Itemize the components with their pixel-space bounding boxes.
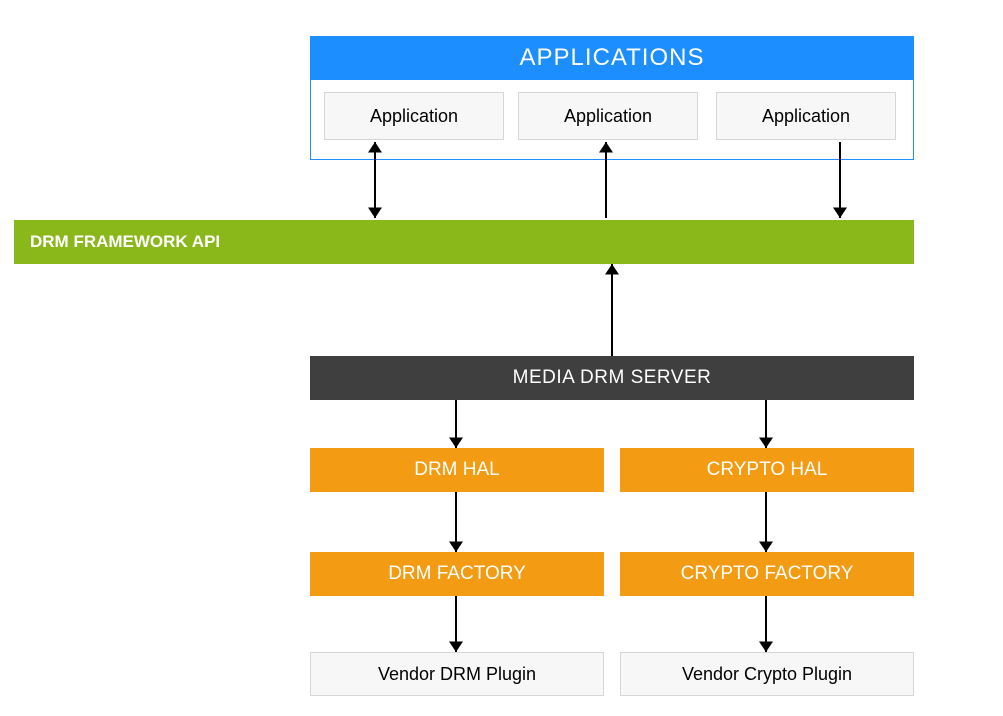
drm-factory-label: DRM FACTORY — [388, 563, 526, 585]
media-drm-server-label: MEDIA DRM SERVER — [513, 367, 712, 389]
drm-factory-box: DRM FACTORY — [310, 552, 604, 596]
application-box-2: Application — [518, 92, 698, 140]
crypto-factory-label: CRYPTO FACTORY — [681, 563, 854, 585]
drm-framework-api-bar: DRM FRAMEWORK API — [14, 220, 914, 264]
media-drm-server-bar: MEDIA DRM SERVER — [310, 356, 914, 400]
vendor-drm-plugin-label: Vendor DRM Plugin — [378, 664, 536, 685]
drm-framework-api-label: DRM FRAMEWORK API — [30, 232, 220, 252]
crypto-factory-box: CRYPTO FACTORY — [620, 552, 914, 596]
application-label-2: Application — [564, 106, 652, 127]
crypto-hal-label: CRYPTO HAL — [707, 459, 828, 481]
application-label-3: Application — [762, 106, 850, 127]
application-box-1: Application — [324, 92, 504, 140]
application-label-1: Application — [370, 106, 458, 127]
applications-header-label: APPLICATIONS — [520, 44, 705, 72]
drm-hal-box: DRM HAL — [310, 448, 604, 492]
application-box-3: Application — [716, 92, 896, 140]
vendor-drm-plugin-box: Vendor DRM Plugin — [310, 652, 604, 696]
vendor-crypto-plugin-label: Vendor Crypto Plugin — [682, 664, 852, 685]
drm-hal-label: DRM HAL — [414, 459, 500, 481]
crypto-hal-box: CRYPTO HAL — [620, 448, 914, 492]
applications-header: APPLICATIONS — [310, 36, 914, 80]
vendor-crypto-plugin-box: Vendor Crypto Plugin — [620, 652, 914, 696]
